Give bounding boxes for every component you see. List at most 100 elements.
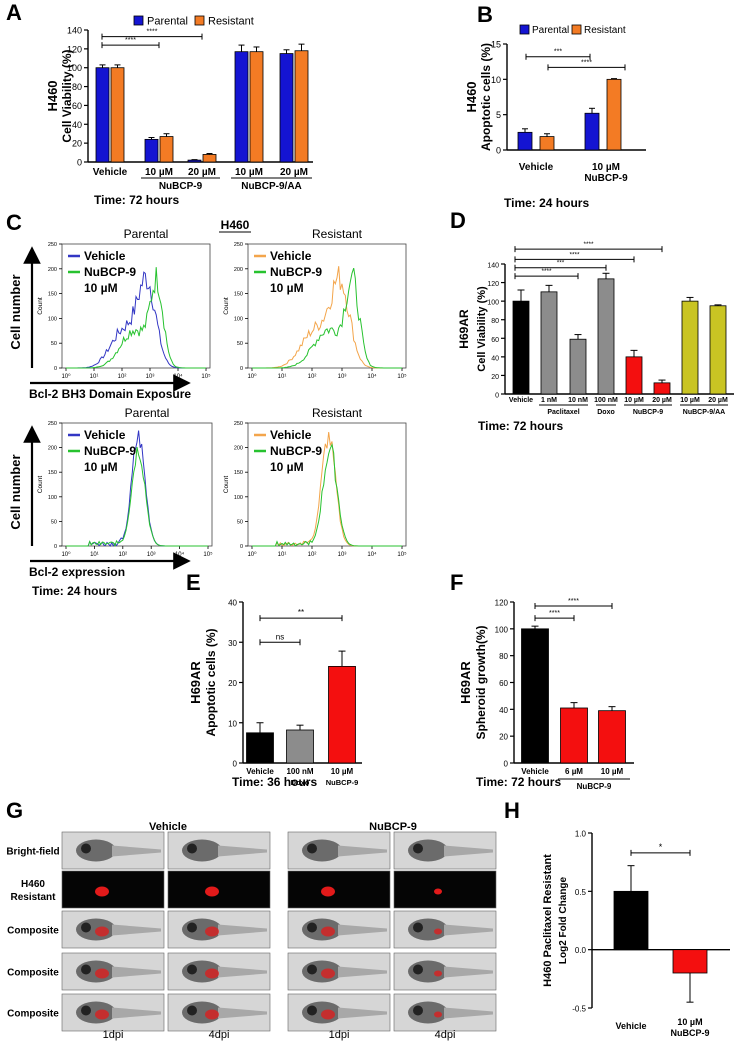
chart-c-plot-frame [61, 243, 211, 369]
chart-a-legend-swatch-resistant [194, 15, 205, 26]
chart-c-xtick-label: 10⁴ [367, 551, 377, 558]
chart-c-panel-title: Resistant [312, 406, 363, 420]
chart-h-ytick-label: 0.0 [575, 946, 587, 955]
chart-c-legend-label-nubcp: NuBCP-9 [270, 265, 322, 279]
chart-d-xtick-label: Vehicle [509, 397, 533, 404]
chart-d-xtick-label: 1 nM [541, 397, 557, 404]
chart-b-legend-label-resistant: Resistant [584, 25, 626, 36]
panel-letter-h: H [504, 798, 520, 823]
chart-g-col-label: 1dpi [103, 1029, 124, 1041]
chart-a-xtick-label: 20 µM [188, 167, 216, 178]
chart-a-legend-label-parental: Parental [147, 16, 188, 28]
chart-c-legend-label-vehicle: Vehicle [270, 249, 312, 263]
chart-h-sig-label: * [659, 842, 663, 852]
chart-c-xtick-label: 10¹ [278, 374, 287, 380]
chart-a-ytick-label: 0 [77, 158, 82, 168]
chart-a-xtick-label: 10 µM [145, 167, 173, 178]
chart-c-xtick-label: 10⁵ [203, 551, 213, 558]
chart-g-image-tile [393, 993, 497, 1032]
chart-g-tumor-signal [321, 1009, 335, 1020]
chart-d-xtick-label: 10 µM [680, 397, 700, 404]
chart-c-ytick-label: 0 [240, 544, 243, 550]
chart-a-ytick-label: 140 [67, 26, 82, 36]
chart-g-image-tile [61, 952, 165, 991]
chart-c-xtick-label: 10⁵ [397, 373, 407, 380]
chart-f-xtick-label: 10 µM [601, 767, 624, 776]
chart-a-xtick-label: 10 µM [235, 167, 263, 178]
chart-e-xtick-label: 10 µM [331, 767, 354, 776]
chart-b-ytick-label: 0 [496, 146, 501, 156]
chart-a-ytick-label: 80 [72, 82, 82, 92]
chart-c-plot-frame [247, 422, 407, 547]
chart-d-ytick-label: 80 [491, 318, 499, 325]
chart-c-ytick-label: 150 [48, 292, 57, 298]
chart-g-larva-body [444, 924, 493, 936]
chart-f-ytick-label: 80 [499, 652, 508, 661]
chart-h-bar [613, 890, 649, 951]
chart-e-bar [328, 666, 356, 764]
chart-g-larva-body [338, 966, 387, 978]
chart-b-ytick-label: 15 [491, 40, 501, 50]
chart-g-tile-background [167, 870, 271, 909]
chart-c-ytick-label: 50 [51, 341, 57, 347]
chart-c-legend-label-vehicle: Vehicle [84, 249, 126, 263]
chart-b-xtick-label: 10 µM [592, 162, 620, 173]
chart-d-sig-label: **** [569, 251, 580, 258]
chart-c-ytick-label: 100 [234, 495, 243, 501]
chart-d-sig-label: **** [541, 268, 552, 275]
chart-a-group-label: NuBCP-9/AA [241, 181, 302, 192]
chart-c-ytick-label: 200 [234, 446, 243, 452]
chart-c-ytick-label: 250 [234, 421, 243, 427]
chart-f-ytick-label: 20 [499, 733, 508, 742]
chart-b-bar-parental [517, 131, 533, 151]
chart-d-sig-label: *** [557, 260, 565, 267]
chart-f-xtick-label: Vehicle [521, 767, 549, 776]
chart-e-ytick-label: 30 [228, 639, 237, 648]
chart-c-ytick-label: 0 [240, 366, 243, 372]
chart-g-larva-eye [81, 843, 91, 854]
chart-d-xtick-label: 10 nM [568, 397, 588, 404]
chart-g-tumor-signal [205, 886, 219, 897]
chart-g-row-label: Resistant [10, 892, 56, 903]
chart-a-ytick-label: 40 [72, 120, 82, 130]
chart-c-legend-label-nubcp: NuBCP-9 [84, 265, 136, 279]
chart-g-image-tile [61, 910, 165, 949]
chart-c-ytick-label: 200 [48, 446, 57, 452]
chart-c-ytick-label: 250 [48, 242, 57, 248]
chart-b-xtick-label: Vehicle [519, 162, 554, 173]
chart-g-image-tile [167, 870, 271, 909]
chart-g-larva-eye [187, 964, 197, 975]
chart-c-legend-label-dose: 10 µM [270, 281, 304, 295]
chart-a-bar-parental [95, 67, 110, 163]
chart-f-bar [521, 628, 549, 764]
chart-g-tumor-signal [321, 886, 335, 897]
chart-c-ytick-label: 0 [54, 366, 57, 372]
time-note-f: Time: 72 hours [476, 775, 561, 789]
chart-g-image-tile [287, 870, 391, 909]
chart-g-larva-eye [307, 1005, 317, 1016]
chart-c-histogram-nubcp-9 [66, 267, 206, 369]
chart-c-ytick-label: 100 [48, 316, 57, 322]
chart-c-xtick-label: 10⁰ [61, 551, 71, 558]
chart-c-xtick-label: 10¹ [278, 552, 287, 558]
chart-a-ytick-label: 60 [72, 101, 82, 111]
chart-g-tumor-signal [434, 970, 442, 977]
chart-g-col-title-nubcp: NuBCP-9 [369, 821, 417, 833]
chart-b-bar-parental [584, 112, 600, 151]
chart-g-tumor-signal [205, 968, 219, 979]
chart-c-legend-label-dose: 10 µM [270, 460, 304, 474]
chart-c-ytick-label: 150 [234, 470, 243, 476]
chart-g-larva-body [112, 1007, 161, 1019]
chart-g-col-label: 4dpi [209, 1029, 230, 1041]
chart-a-legend-swatch-parental [133, 15, 144, 26]
time-note-e: Time: 36 hours [232, 775, 317, 789]
chart-d-bar [709, 305, 727, 395]
chart-h-ylabel-2: Log2 Fold Change [558, 876, 569, 964]
chart-g-larva-body [338, 1007, 387, 1019]
chart-c-legend-label-nubcp: NuBCP-9 [270, 444, 322, 458]
chart-g-tumor-signal [434, 1011, 442, 1018]
chart-a-group-label: NuBCP-9 [159, 181, 203, 192]
chart-c-xtick-label: 10³ [338, 552, 347, 558]
chart-f-ytick-label: 0 [504, 760, 509, 769]
chart-d-group-label: NuBCP-9/AA [683, 409, 725, 416]
